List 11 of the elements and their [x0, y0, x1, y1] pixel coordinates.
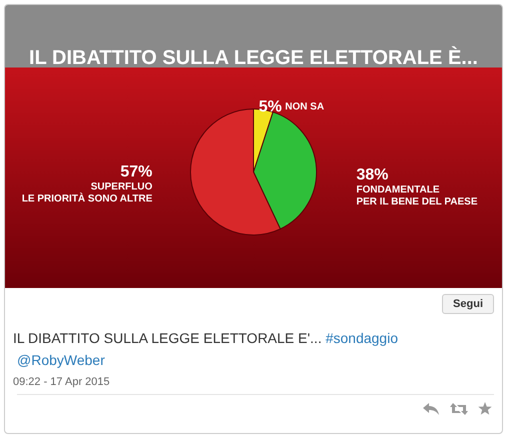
text: Segui — [442, 294, 494, 314]
data-label: 5% — [258, 98, 282, 116]
slice-label: SUPERFLUO LE PRIORITÀ SONO ALTRE — [22, 181, 153, 204]
data-label: 38% — [356, 166, 388, 184]
data-label: 57% — [120, 163, 152, 180]
text: IL DIBATTITO SULLA LEGGE ELETTORALE E'... #sondaggio — [13, 330, 398, 346]
chart-title: IL DIBATTITO SULLA LEGGE ELETTORALE È... — [29, 46, 478, 69]
slice-label: NON SA — [285, 101, 324, 112]
slice-label: FONDAMENTALE PER IL BENE DEL PAESE — [356, 184, 478, 208]
text: 09:22 - 17 Apr 2015 — [13, 376, 110, 388]
text: @RobyWeber — [17, 352, 105, 368]
